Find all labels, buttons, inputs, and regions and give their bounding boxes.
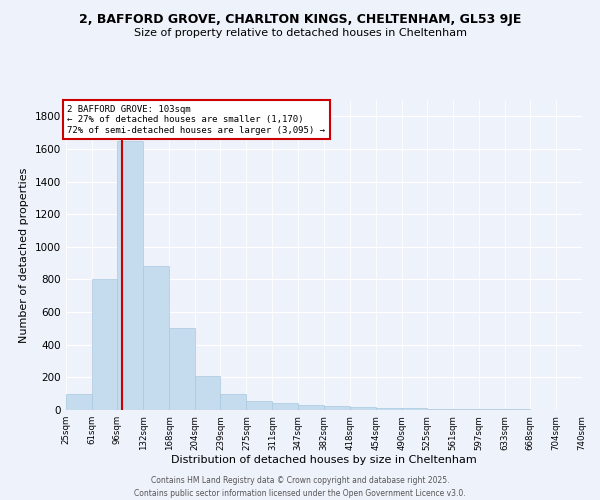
Bar	[479, 409, 505, 410]
Text: Size of property relative to detached houses in Cheltenham: Size of property relative to detached ho…	[133, 28, 467, 38]
Bar	[376, 408, 401, 410]
Bar	[66, 394, 92, 410]
Bar	[117, 141, 143, 410]
Text: 2, BAFFORD GROVE, CHARLTON KINGS, CHELTENHAM, GL53 9JE: 2, BAFFORD GROVE, CHARLTON KINGS, CHELTE…	[79, 12, 521, 26]
Bar	[401, 408, 427, 410]
Bar	[350, 407, 376, 410]
Bar	[247, 401, 272, 410]
Bar	[323, 406, 350, 410]
Bar	[195, 376, 220, 410]
Text: 2 BAFFORD GROVE: 103sqm
← 27% of detached houses are smaller (1,170)
72% of semi: 2 BAFFORD GROVE: 103sqm ← 27% of detache…	[67, 105, 325, 134]
Bar	[272, 404, 298, 410]
Bar	[220, 394, 247, 410]
Bar	[427, 408, 453, 410]
Bar	[298, 405, 323, 410]
Bar	[92, 280, 117, 410]
Bar	[453, 409, 479, 410]
Bar	[169, 328, 195, 410]
Y-axis label: Number of detached properties: Number of detached properties	[19, 168, 29, 342]
Bar	[143, 266, 169, 410]
Text: Contains HM Land Registry data © Crown copyright and database right 2025.
Contai: Contains HM Land Registry data © Crown c…	[134, 476, 466, 498]
X-axis label: Distribution of detached houses by size in Cheltenham: Distribution of detached houses by size …	[171, 456, 477, 466]
